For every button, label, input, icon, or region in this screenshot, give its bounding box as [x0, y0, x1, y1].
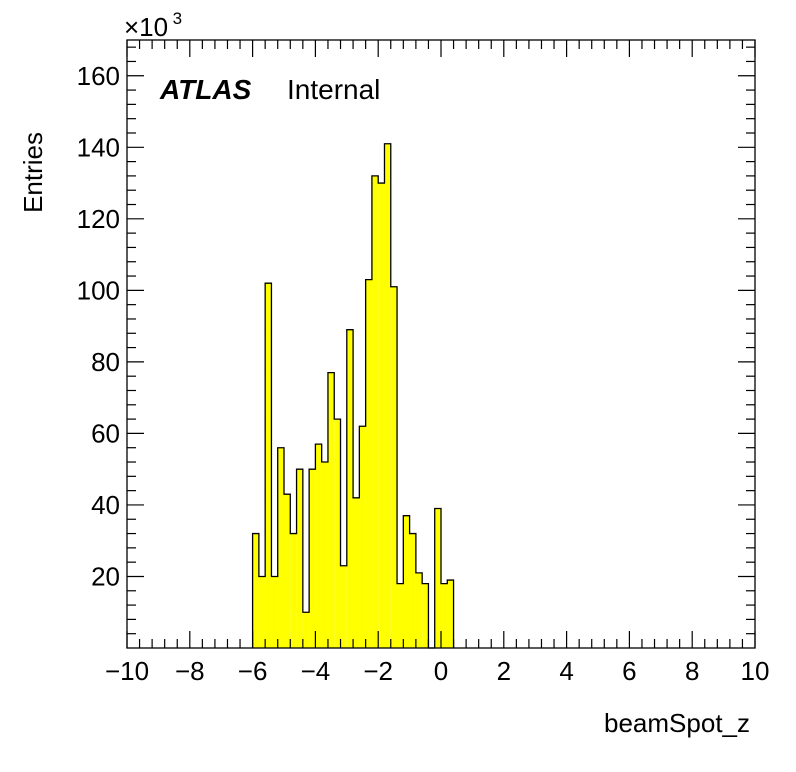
x-tick-label: −4 [301, 656, 331, 686]
internal-label: Internal [287, 74, 380, 105]
histogram-bin-23 [397, 583, 404, 648]
histogram-bin-4 [277, 447, 284, 648]
histogram-bin-12 [327, 372, 335, 648]
histogram-bin-19 [371, 175, 379, 648]
y-tick-label: 80 [91, 347, 120, 377]
histogram-bin-10 [315, 444, 322, 648]
histogram-bin-17 [359, 426, 366, 648]
x-axis-label: beamSpot_z [604, 708, 750, 738]
histogram-bin-26 [415, 572, 423, 648]
x-tick-label: 8 [685, 656, 699, 686]
histogram-bin-20 [378, 183, 385, 648]
x-tick-label: −10 [105, 656, 149, 686]
x-tick-label: 6 [622, 656, 636, 686]
histogram-bin-7 [296, 469, 303, 648]
histogram-bin-13 [334, 419, 341, 648]
histogram-bin-14 [340, 565, 347, 648]
histogram-bin-2 [265, 283, 272, 648]
x-tick-label: −8 [175, 656, 205, 686]
y-multiplier: ×10 3 [124, 9, 182, 42]
histogram-bin-29 [434, 508, 441, 648]
histogram-bin-8 [302, 612, 310, 648]
y-tick-label: 40 [91, 490, 120, 520]
histogram-bin-16 [353, 497, 360, 648]
y-tick-label: 120 [77, 204, 120, 234]
histogram-bin-21 [384, 143, 391, 648]
histogram-bin-5 [284, 494, 291, 648]
histogram-bin-27 [422, 583, 429, 648]
axis-ticks [126, 40, 756, 648]
y-tick-label: 60 [91, 418, 120, 448]
histogram-bin-6 [290, 533, 297, 648]
histogram-outline [251, 143, 455, 649]
y-axis-label: Entries [18, 132, 48, 213]
x-tick-labels: −10 −8 −6 −4 −2 0 2 4 6 8 10 [105, 656, 770, 686]
histogram-bin-0 [252, 533, 259, 648]
x-tick-label: 4 [559, 656, 573, 686]
histogram-bin-31 [447, 580, 454, 648]
y-tick-label: 140 [77, 132, 120, 162]
histogram-bin-30 [441, 583, 448, 648]
histogram-bin-3 [271, 576, 278, 648]
x-tick-label: 2 [497, 656, 511, 686]
atlas-label: ATLAS [159, 74, 252, 105]
y-multiplier-exponent: 3 [173, 9, 182, 28]
histogram-bin-11 [321, 462, 328, 648]
histogram-bars [252, 143, 454, 648]
histogram-bin-9 [309, 469, 316, 648]
y-multiplier-base: ×10 [124, 12, 168, 42]
histogram-bin-24 [403, 515, 410, 648]
x-tick-label: −2 [363, 656, 393, 686]
histogram-bin-15 [346, 329, 354, 648]
x-tick-label: 10 [741, 656, 770, 686]
histogram-bin-18 [365, 279, 372, 648]
histogram-bin-22 [390, 286, 398, 648]
x-tick-label: −6 [238, 656, 268, 686]
histogram-bin-25 [409, 533, 416, 648]
y-tick-label: 160 [77, 61, 120, 91]
y-tick-labels: 20 40 60 80 100 120 140 160 [77, 61, 120, 592]
x-tick-label: 0 [434, 656, 448, 686]
histogram-bin-1 [258, 576, 266, 648]
y-tick-label: 20 [91, 561, 120, 591]
y-tick-label: 100 [77, 275, 120, 305]
